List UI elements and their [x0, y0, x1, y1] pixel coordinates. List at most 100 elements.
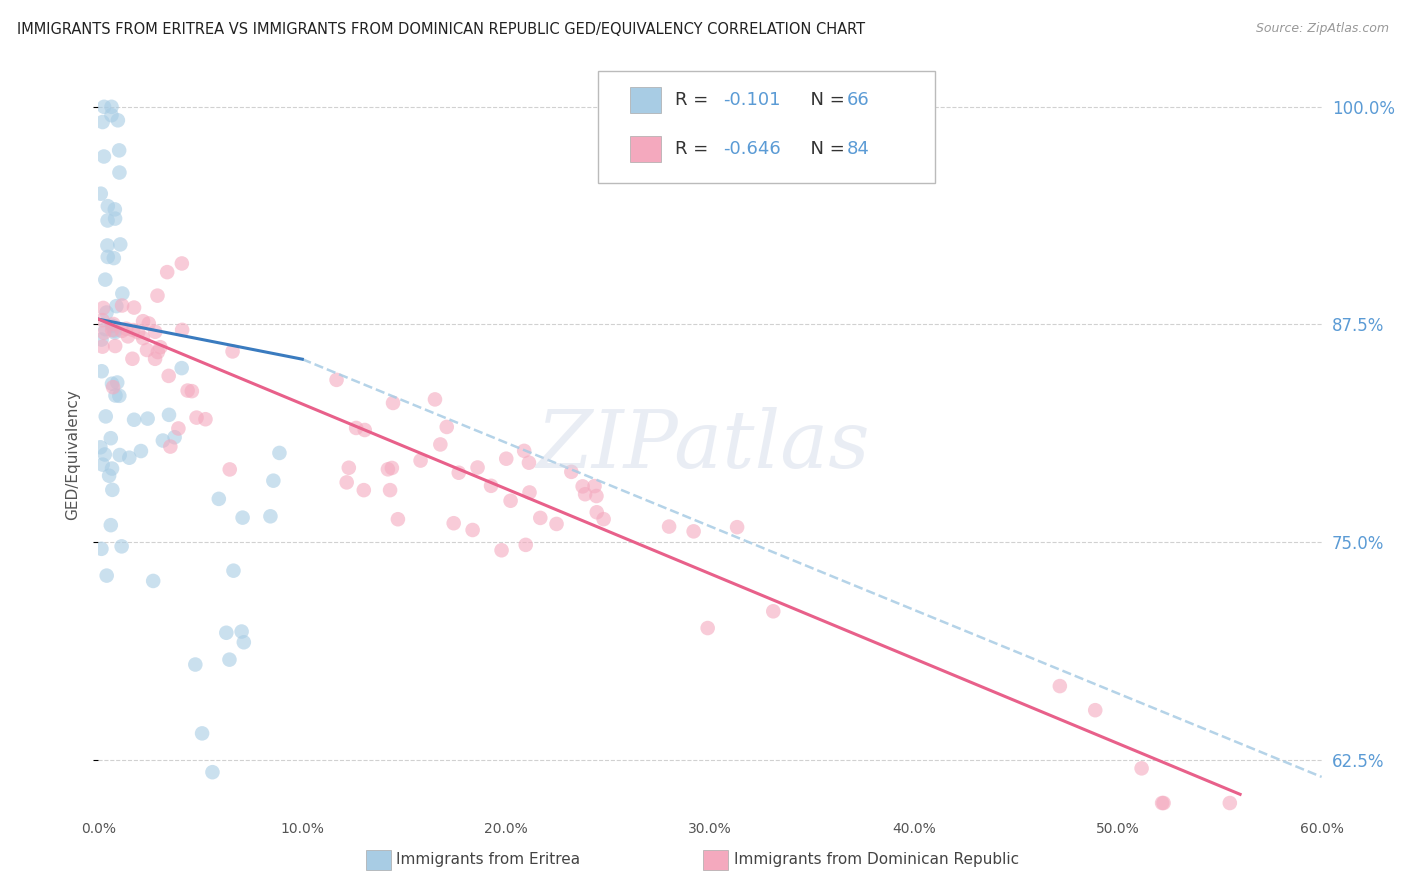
Text: N =: N =: [799, 91, 851, 109]
Point: [447, 466, 470, 480]
Point: [96, 238, 118, 252]
Point: [105, 376, 128, 390]
Point: [132, 331, 155, 345]
Point: [585, 489, 607, 503]
Point: [167, 421, 190, 435]
Point: [129, 444, 152, 458]
Point: [443, 516, 465, 531]
Point: [90, 186, 112, 201]
Point: [101, 318, 124, 333]
Text: 66: 66: [846, 91, 869, 109]
Y-axis label: GED/Equivalency: GED/Equivalency: [65, 390, 80, 520]
Point: [90, 364, 112, 378]
Point: [491, 543, 513, 558]
Point: [176, 384, 198, 398]
Point: [101, 483, 124, 497]
Point: [91, 313, 114, 327]
Point: [100, 100, 122, 114]
Point: [583, 479, 606, 493]
Point: [560, 465, 582, 479]
Text: 84: 84: [846, 140, 869, 158]
Text: Source: ZipAtlas.com: Source: ZipAtlas.com: [1256, 22, 1389, 36]
Point: [461, 523, 484, 537]
Point: [221, 344, 243, 359]
Text: -0.101: -0.101: [723, 91, 780, 109]
Point: [762, 604, 785, 618]
Point: [111, 298, 134, 312]
Point: [94, 448, 117, 462]
Point: [93, 326, 115, 340]
Point: [159, 440, 181, 454]
Point: [513, 443, 536, 458]
Point: [100, 108, 122, 122]
Point: [101, 461, 124, 475]
Point: [103, 324, 125, 338]
Point: [146, 288, 169, 302]
Point: [1084, 703, 1107, 717]
Point: [262, 474, 284, 488]
Point: [97, 199, 120, 213]
Point: [136, 343, 159, 357]
Point: [90, 333, 112, 347]
Text: Immigrants from Eritrea: Immigrants from Eritrea: [396, 853, 581, 867]
Point: [592, 512, 614, 526]
Point: [91, 340, 114, 354]
Point: [96, 568, 118, 582]
Point: [325, 373, 347, 387]
Text: N =: N =: [799, 140, 851, 158]
Point: [117, 329, 139, 343]
Point: [423, 392, 446, 407]
Point: [232, 635, 254, 649]
Point: [218, 462, 240, 476]
Point: [495, 451, 517, 466]
Point: [100, 518, 122, 533]
Point: [90, 541, 112, 556]
Point: [136, 411, 159, 425]
Point: [105, 299, 128, 313]
Point: [104, 202, 127, 217]
Point: [132, 314, 155, 328]
Point: [101, 323, 124, 337]
Point: [104, 211, 127, 226]
Point: [222, 564, 245, 578]
Text: Immigrants from Dominican Republic: Immigrants from Dominican Republic: [734, 853, 1019, 867]
Point: [143, 325, 166, 339]
Point: [517, 456, 540, 470]
Point: [409, 453, 432, 467]
Text: IMMIGRANTS FROM ERITREA VS IMMIGRANTS FROM DOMINICAN REPUBLIC GED/EQUIVALENCY CO: IMMIGRANTS FROM ERITREA VS IMMIGRANTS FR…: [17, 22, 865, 37]
Point: [186, 410, 208, 425]
Point: [107, 113, 129, 128]
Point: [696, 621, 718, 635]
Point: [108, 448, 131, 462]
Point: [163, 430, 186, 444]
Point: [1219, 796, 1241, 810]
Point: [585, 505, 607, 519]
Point: [93, 100, 115, 114]
Point: [101, 380, 124, 394]
Point: [97, 250, 120, 264]
Point: [467, 460, 489, 475]
Point: [1130, 761, 1153, 775]
Point: [336, 475, 359, 490]
Point: [97, 213, 120, 227]
Point: [574, 487, 596, 501]
Point: [104, 326, 127, 340]
Point: [108, 144, 131, 158]
Point: [479, 479, 502, 493]
Point: [218, 653, 240, 667]
Point: [519, 485, 541, 500]
Point: [122, 323, 145, 337]
Point: [104, 388, 127, 402]
Point: [529, 511, 551, 525]
Point: [110, 237, 132, 252]
Point: [571, 479, 593, 493]
Point: [231, 624, 253, 639]
Point: [111, 324, 134, 338]
Point: [353, 423, 375, 437]
Point: [1049, 679, 1071, 693]
Point: [142, 574, 165, 588]
Point: [111, 540, 134, 554]
Point: [89, 440, 111, 454]
Point: [94, 272, 117, 286]
Point: [108, 165, 131, 179]
